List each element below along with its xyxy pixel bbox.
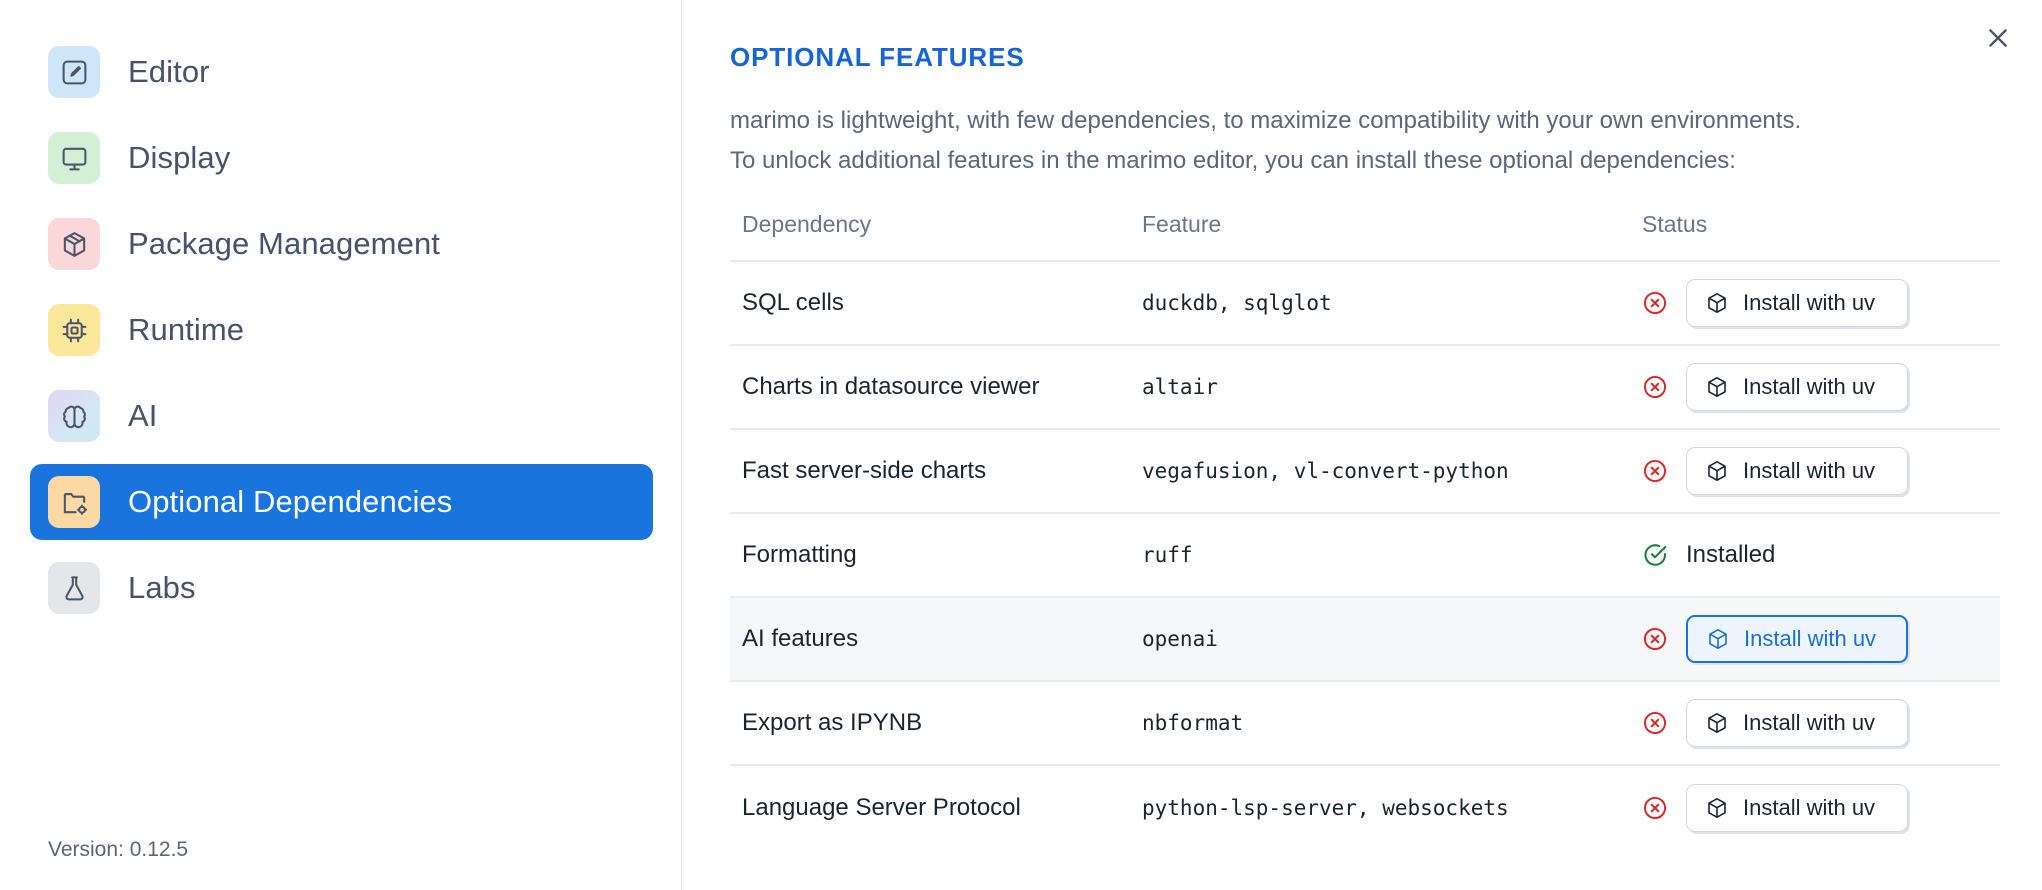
status-cell: Install with uv <box>1642 279 2000 327</box>
table-row: SQL cells duckdb, sqlglot Install with uv <box>730 261 2000 346</box>
column-header-status: Status <box>1630 203 2000 262</box>
close-icon <box>1989 29 2007 47</box>
flask-icon <box>48 562 100 614</box>
column-header-dependency: Dependency <box>730 203 1130 262</box>
table-row: Formatting ruff Installed <box>730 513 2000 598</box>
close-button[interactable] <box>1976 16 2020 60</box>
status-cell: Install with uv <box>1642 447 2000 495</box>
error-circle-icon <box>1643 291 1667 315</box>
package-icon <box>1708 713 1726 733</box>
intro-paragraph: marimo is lightweight, with few dependen… <box>730 101 2002 181</box>
table-body: SQL cells duckdb, sqlglot Install with uv C… <box>730 261 2000 849</box>
table-row: Export as IPYNB nbformat Install with uv <box>730 681 2000 766</box>
dependencies-table: Dependency Feature Status SQL cells duckd… <box>730 203 2000 849</box>
dependency-name: AI features <box>742 625 859 652</box>
install-with-uv-button[interactable]: Install with uv <box>1686 279 1908 327</box>
dependency-name: SQL cells <box>742 289 844 316</box>
sidebar-item-label: Package Management <box>128 226 440 261</box>
sidebar-item-package-management[interactable]: Package Management <box>30 206 653 282</box>
table-row: AI features openai Install with uv <box>730 597 2000 682</box>
status-cell: Install with uv <box>1642 363 2000 411</box>
error-circle-icon <box>1643 459 1667 483</box>
sidebar-item-label: Display <box>128 140 231 175</box>
install-with-uv-button[interactable]: Install with uv <box>1686 447 1908 495</box>
page-title: OPTIONAL FEATURES <box>730 42 1025 72</box>
dependency-name: Fast server-side charts <box>742 457 987 484</box>
feature-packages: openai <box>1142 627 1218 651</box>
sidebar-item-optional-dependencies[interactable]: Optional Dependencies <box>30 464 653 540</box>
install-with-uv-button[interactable]: Install with uv <box>1686 363 1908 411</box>
install-button-label: Install with uv <box>1743 458 1876 483</box>
install-button-label: Install with uv <box>1743 290 1876 315</box>
sidebar-item-labs[interactable]: Labs <box>30 550 653 626</box>
dependency-name: Language Server Protocol <box>742 793 1021 821</box>
status-cell: Installed <box>1642 541 2000 569</box>
folder-cog-icon <box>48 476 100 528</box>
sidebar-item-display[interactable]: Display <box>30 120 653 196</box>
dependency-name: Formatting <box>742 541 857 568</box>
install-button-label: Install with uv <box>1743 794 1876 820</box>
settings-content: OPTIONAL FEATURES marimo is lightweight,… <box>682 0 2042 890</box>
sidebar-nav: Editor Display Package Management Runtime AI… <box>30 34 653 626</box>
package-icon <box>1708 797 1726 818</box>
package-icon <box>1708 377 1726 397</box>
error-circle-icon <box>1643 711 1667 735</box>
version-label: Version: 0.12.5 <box>48 838 189 861</box>
package-icon <box>48 218 100 270</box>
sidebar-item-label: Optional Dependencies <box>128 484 453 519</box>
table-row: Language Server Protocol python-lsp-serve… <box>730 765 2000 849</box>
settings-sidebar: Editor Display Package Management Runtime AI… <box>0 0 682 890</box>
dependency-name: Export as IPYNB <box>742 709 923 736</box>
sidebar-item-ai[interactable]: AI <box>30 378 653 454</box>
check-circle-icon <box>1644 544 1667 566</box>
table-row: Charts in datasource viewer altair Install… <box>730 345 2000 430</box>
installed-label: Installed <box>1686 541 1776 568</box>
feature-packages: ruff <box>1142 543 1193 567</box>
brain-icon <box>48 390 100 442</box>
feature-packages: altair <box>1142 375 1218 399</box>
intro-line-1: marimo is lightweight, with few dependen… <box>730 107 1802 134</box>
sidebar-item-label: Labs <box>128 570 196 605</box>
package-icon <box>1709 629 1727 649</box>
sidebar-item-label: Editor <box>128 54 210 89</box>
package-icon <box>1708 293 1726 313</box>
sidebar-item-label: AI <box>128 398 158 433</box>
install-button-label: Install with uv <box>1743 710 1876 735</box>
error-circle-icon <box>1643 796 1667 819</box>
sidebar-item-label: Runtime <box>128 312 245 347</box>
feature-packages: python-lsp-server, websockets <box>1142 795 1509 820</box>
feature-packages: vegafusion, vl-convert-python <box>1142 459 1509 483</box>
package-icon <box>1708 461 1726 481</box>
column-header-feature: Feature <box>1130 203 1630 262</box>
status-cell: Install with uv <box>1642 699 2000 747</box>
sidebar-item-runtime[interactable]: Runtime <box>30 292 653 368</box>
monitor-icon <box>48 132 100 184</box>
table-head: Dependency Feature Status <box>730 203 2000 262</box>
table-row: Fast server-side charts vegafusion, vl-co… <box>730 429 2000 514</box>
error-circle-icon <box>1643 375 1667 399</box>
install-with-uv-button[interactable]: Install with uv <box>1686 699 1908 747</box>
pencil-square-icon <box>48 46 100 98</box>
feature-packages: duckdb, sqlglot <box>1142 291 1332 315</box>
status-cell: Install with uv <box>1642 615 2000 663</box>
status-cell: Install with uv <box>1642 783 2000 832</box>
table-header-row: Dependency Feature Status <box>730 203 2000 262</box>
cpu-icon <box>48 304 100 356</box>
intro-line-2: To unlock additional features in the mar… <box>730 147 1736 174</box>
install-button-label: Install with uv <box>1744 626 1877 651</box>
sidebar-item-editor[interactable]: Editor <box>30 34 653 110</box>
feature-packages: nbformat <box>1142 711 1244 735</box>
install-with-uv-button[interactable]: Install with uv <box>1686 783 1908 832</box>
install-button-label: Install with uv <box>1743 374 1876 399</box>
dependency-name: Charts in datasource viewer <box>742 373 1040 400</box>
install-with-uv-button[interactable]: Install with uv <box>1686 615 1908 663</box>
error-circle-icon <box>1643 627 1667 651</box>
